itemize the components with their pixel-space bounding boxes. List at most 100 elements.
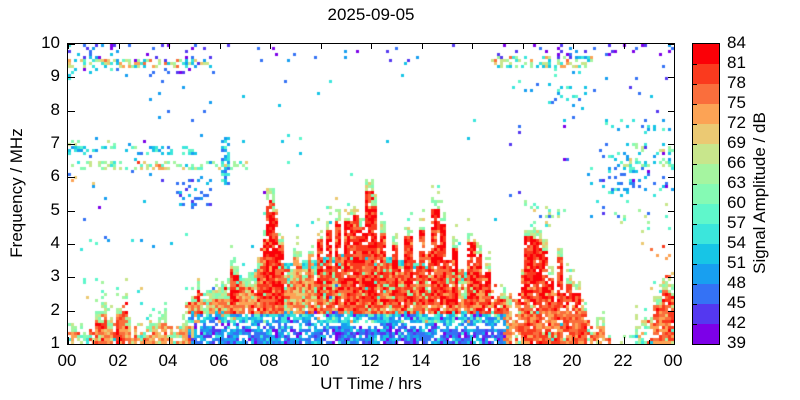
x-tick-label: 00 (663, 351, 683, 370)
tick-mark (668, 177, 674, 178)
tick-mark (573, 44, 574, 49)
tick-mark (668, 44, 674, 45)
colorbar-tick-label: 42 (727, 313, 746, 332)
colorbar-segment (693, 104, 719, 124)
x-tick-label: 00 (57, 351, 77, 370)
colorbar-segment (693, 224, 719, 244)
tick-mark (68, 211, 75, 212)
tick-mark (68, 344, 75, 345)
tick-mark (548, 340, 549, 344)
tick-mark (68, 144, 75, 145)
colorbar-tick-label: 63 (727, 173, 746, 192)
y-tick-label: 9 (50, 66, 60, 85)
x-tick-label: 22 (613, 351, 633, 370)
tick-mark (295, 340, 296, 344)
colorbar-segment (693, 144, 719, 164)
tick-mark (668, 211, 674, 212)
colorbar-segment (693, 204, 719, 224)
plot-area (67, 43, 675, 345)
x-tick-label: 06 (209, 351, 229, 370)
colorbar-tick (693, 164, 697, 165)
tick-mark (674, 44, 675, 49)
colorbar-tick-label: 39 (727, 333, 746, 352)
tick-mark (668, 344, 674, 345)
tick-mark (220, 337, 221, 344)
tick-mark (668, 111, 674, 112)
tick-mark (169, 337, 170, 344)
tick-mark (371, 337, 372, 344)
tick-mark (598, 340, 599, 344)
colorbar-tick-label: 84 (727, 33, 746, 52)
colorbar-segment (693, 84, 719, 104)
tick-mark (68, 277, 75, 278)
x-tick-label: 08 (259, 351, 279, 370)
tick-mark (194, 340, 195, 344)
y-tick-label: 7 (50, 133, 60, 152)
colorbar-tick (693, 144, 697, 145)
x-tick-label: 20 (562, 351, 582, 370)
tick-mark (245, 340, 246, 344)
colorbar-tick-label: 72 (727, 113, 746, 132)
tick-mark (68, 311, 75, 312)
colorbar-tick-label: 48 (727, 273, 746, 292)
tick-mark (68, 44, 69, 49)
tick-mark (270, 44, 271, 49)
colorbar-tick-label: 54 (727, 233, 746, 252)
tick-mark (523, 337, 524, 344)
x-tick-label: 12 (360, 351, 380, 370)
tick-mark (674, 337, 675, 344)
colorbar-segment (693, 124, 719, 144)
colorbar-tick (693, 64, 697, 65)
tick-mark (668, 244, 674, 245)
colorbar-segment (693, 44, 719, 64)
colorbar-segment (693, 244, 719, 264)
tick-mark (270, 337, 271, 344)
tick-mark (422, 337, 423, 344)
tick-mark (68, 111, 75, 112)
x-tick-label: 14 (411, 351, 431, 370)
colorbar-segment (693, 284, 719, 304)
tick-mark (346, 340, 347, 344)
tick-mark (220, 44, 221, 49)
tick-mark (668, 144, 674, 145)
y-tick-label: 4 (50, 233, 60, 252)
colorbar-tick-label: 69 (727, 133, 746, 152)
tick-mark (668, 311, 674, 312)
y-tick-label: 10 (41, 33, 60, 52)
tick-mark (169, 44, 170, 49)
colorbar-segment (693, 324, 719, 344)
colorbar-tick-label: 81 (727, 53, 746, 72)
tick-mark (573, 337, 574, 344)
colorbar-tick (693, 284, 697, 285)
y-axis-label: Frequency / MHz (7, 128, 26, 258)
tick-mark (68, 44, 75, 45)
y-tick-label: 1 (50, 333, 60, 352)
colorbar-tick (693, 244, 697, 245)
colorbar-tick-label: 75 (727, 93, 746, 112)
tick-mark (422, 44, 423, 49)
y-tick-label: 3 (50, 266, 60, 285)
tick-mark (523, 44, 524, 49)
colorbar-segment (693, 64, 719, 84)
colorbar-segment (693, 184, 719, 204)
tick-mark (68, 244, 75, 245)
colorbar-tick (693, 204, 697, 205)
colorbar-tick (693, 84, 697, 85)
colorbar-segment (693, 264, 719, 284)
tick-mark (68, 337, 69, 344)
x-tick-label: 02 (108, 351, 128, 370)
y-tick-label: 8 (50, 100, 60, 119)
colorbar-tick (693, 264, 697, 265)
tick-mark (668, 277, 674, 278)
tick-mark (472, 337, 473, 344)
page-title: 2025-09-05 (327, 5, 415, 24)
tick-mark (649, 340, 650, 344)
tick-mark (68, 177, 75, 178)
colorbar-tick-label: 60 (727, 193, 746, 212)
colorbar-tick-label: 45 (727, 293, 746, 312)
colorbar-tick-label: 78 (727, 73, 746, 92)
x-axis-label: UT Time / hrs (320, 374, 422, 393)
spectrogram-canvas (68, 44, 674, 344)
x-tick-label: 10 (310, 351, 330, 370)
